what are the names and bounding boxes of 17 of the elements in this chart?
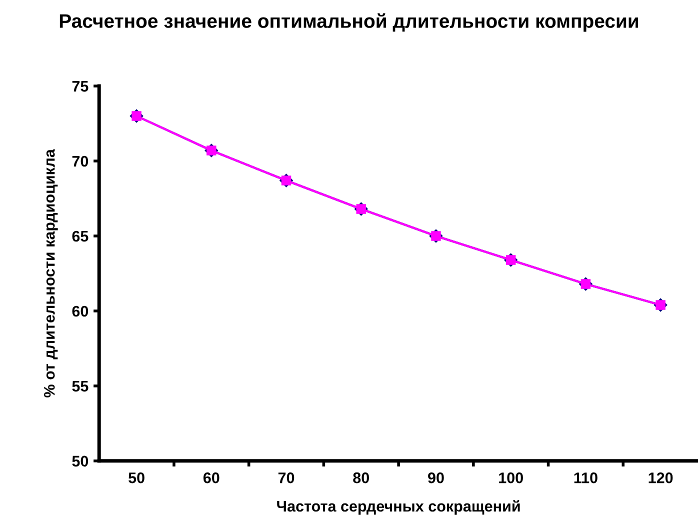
y-tick-label: 60 — [72, 306, 88, 317]
y-tick-label: 65 — [72, 230, 88, 242]
x-tick-label: 80 — [353, 472, 369, 484]
x-tick-label: 60 — [203, 472, 220, 484]
x-tick-label: 50 — [128, 472, 144, 484]
x-axis-title: Частота сердечных сокращений — [277, 500, 520, 515]
x-tick-label: 90 — [428, 472, 444, 484]
x-tick-label: 120 — [648, 472, 673, 484]
x-tick-label: 110 — [574, 472, 598, 484]
y-tick-label: 55 — [72, 380, 88, 392]
chart-title: Расчетное значение оптимальной длительности компресии — [60, 13, 638, 32]
y-axis-title: % от длительности кардиоцикла — [44, 149, 58, 398]
y-tick-label: 70 — [72, 156, 88, 167]
y-tick-label: 50 — [72, 456, 88, 467]
x-tick-label: 100 — [499, 472, 523, 484]
y-tick-label: 75 — [72, 81, 88, 92]
x-tick-label: 70 — [278, 472, 294, 484]
